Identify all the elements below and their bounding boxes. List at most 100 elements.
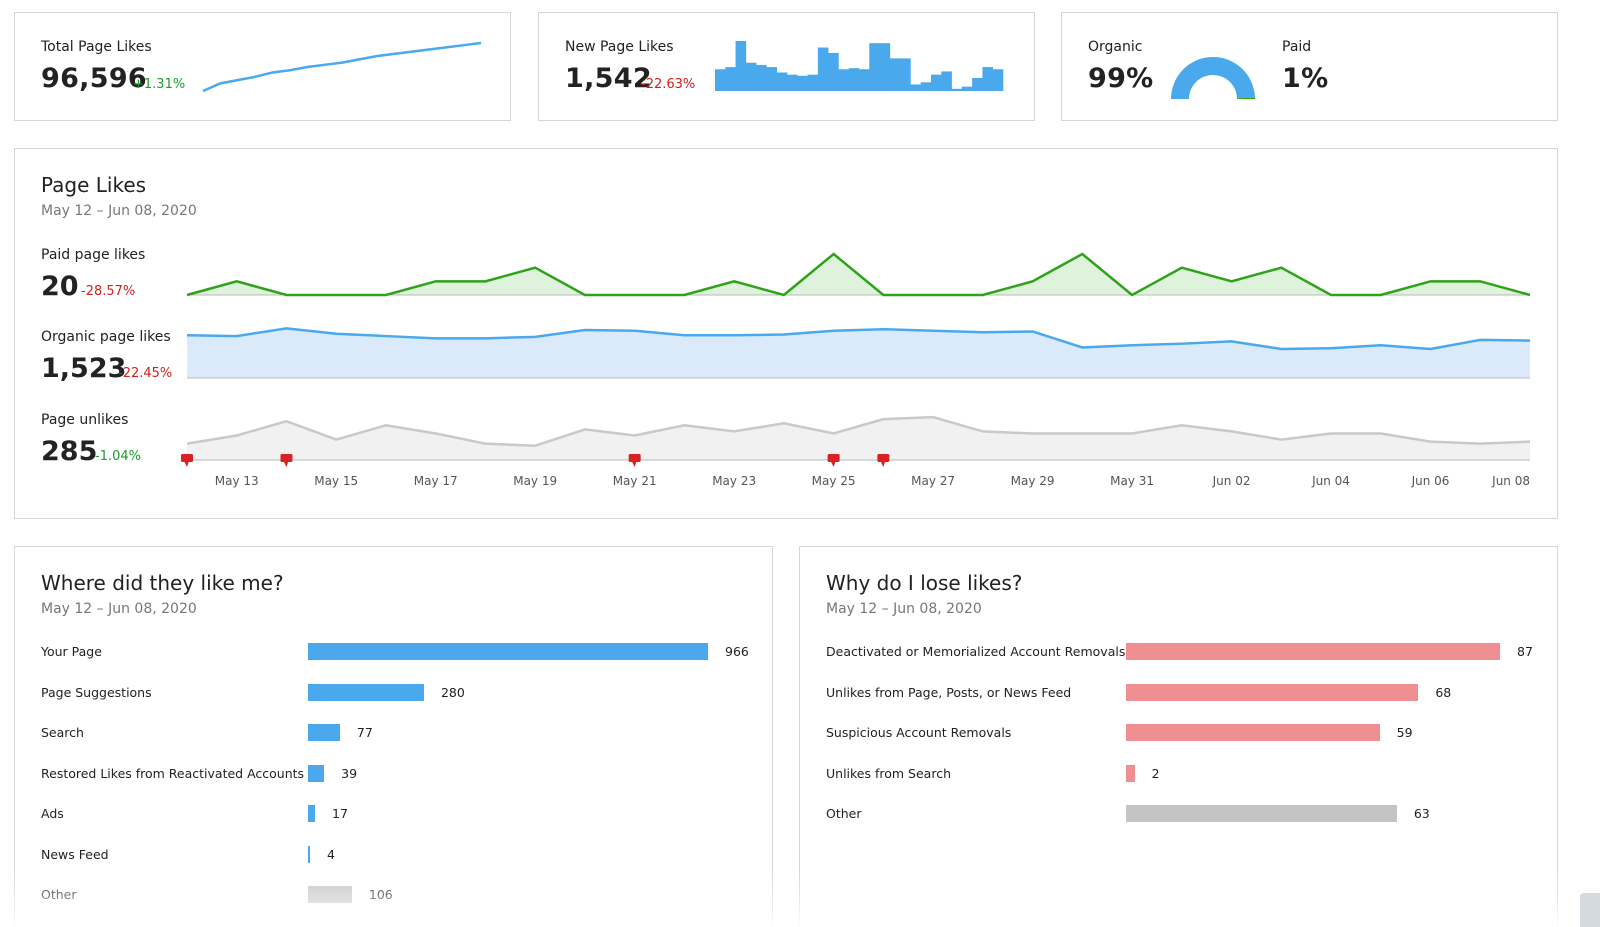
new-likes-bar	[900, 58, 911, 91]
new-likes-bar	[992, 69, 1004, 91]
new-page-likes-value: 1,542	[565, 63, 652, 94]
organic-paid-card: Organic 99% Paid 1%	[1061, 12, 1558, 121]
total-page-likes-value: 96,596	[41, 63, 147, 94]
event-flag-icon	[628, 454, 641, 467]
new-likes-bar	[725, 67, 736, 91]
why-lose-card: Why do I lose likes? May 12 – Jun 08, 20…	[799, 546, 1558, 926]
x-axis-tick-label: May 27	[911, 474, 955, 488]
bar-row-bar[interactable]	[308, 683, 424, 701]
page-unlikes-line	[186, 415, 1531, 447]
bar-row-label: Your Page	[41, 644, 102, 659]
bar-row-label: Page Suggestions	[41, 684, 152, 700]
new-likes-bar	[889, 58, 901, 91]
new-likes-bar	[817, 47, 829, 91]
bar-row-value: 59	[1396, 725, 1413, 740]
bar-row-bar[interactable]	[308, 845, 310, 863]
bar-row-label: Restored Likes from Reactivated Accounts	[41, 765, 305, 781]
new-likes-bar	[910, 84, 922, 91]
x-axis-tick-label: Jun 08	[1491, 474, 1530, 488]
organic-page-likes-value: 1,523	[41, 353, 127, 384]
new-likes-bar	[797, 75, 808, 91]
bar-row-bar[interactable]	[308, 764, 325, 782]
x-axis-tick-label: May 25	[812, 474, 856, 488]
new-page-likes-card: New Page Likes 1,542 -22.63%	[538, 12, 1035, 121]
bar-row-value: 106	[368, 887, 393, 902]
new-likes-bar	[859, 69, 870, 91]
bar-row-value: 17	[332, 806, 348, 821]
total-likes-trend-line	[202, 41, 482, 93]
new-likes-bar	[879, 43, 891, 91]
bar-row-value: 63	[1413, 806, 1430, 821]
bar-row-label: Search	[41, 725, 84, 740]
new-likes-bar	[951, 88, 963, 91]
x-axis-tick-label: May 29	[1011, 474, 1055, 488]
paid-value: 1%	[1282, 63, 1329, 94]
new-likes-bar	[838, 69, 850, 91]
event-flag-icon	[280, 454, 293, 467]
bar-row-value: 77	[356, 725, 373, 740]
bar-row-label: Suspicious Account Removals	[826, 725, 1012, 740]
bar-row-bar[interactable]	[1126, 683, 1419, 701]
organic-value: 99%	[1088, 63, 1154, 94]
bar-row-value: 68	[1435, 684, 1452, 700]
organic-page-likes-label: Organic page likes	[41, 329, 171, 345]
bar-row-label: Other	[826, 806, 862, 821]
page-unlikes-area	[187, 417, 1530, 460]
page-likes-date-range: May 12 – Jun 08, 2020	[41, 203, 197, 219]
x-axis-tick-label: Jun 02	[1212, 474, 1251, 488]
where-like-date-range: May 12 – Jun 08, 2020	[41, 601, 197, 617]
new-likes-bar	[961, 86, 973, 91]
donut-paid-slice	[1236, 97, 1255, 99]
bar-row-bar[interactable]	[1126, 764, 1135, 782]
bar-row-bar[interactable]	[308, 643, 708, 660]
new-likes-bar	[776, 72, 788, 91]
organic-likes-area	[187, 328, 1530, 378]
new-likes-bar	[787, 74, 798, 91]
paid-page-likes-value: 20	[41, 271, 79, 302]
bar-row-bar[interactable]	[308, 805, 316, 822]
page-unlikes-value: 285	[41, 436, 98, 467]
bar-row-bar[interactable]	[1126, 805, 1397, 822]
new-likes-bar	[869, 43, 880, 91]
x-axis-tick-label: May 13	[215, 474, 259, 488]
paid-page-likes-change: -28.57%	[81, 284, 136, 299]
x-axis-tick-label: May 19	[513, 474, 557, 488]
x-axis-tick-label: May 21	[613, 474, 657, 488]
total-page-likes-label: Total Page Likes	[41, 39, 152, 55]
bar-row-bar[interactable]	[1126, 724, 1380, 741]
event-flag-icon	[181, 454, 193, 467]
corner-widget-button[interactable]	[1580, 893, 1600, 927]
new-likes-bar	[766, 67, 778, 91]
event-flag-icon	[877, 454, 890, 467]
bar-row-bar[interactable]	[1126, 643, 1500, 660]
organic-likes-line	[186, 327, 1531, 351]
new-likes-bar	[972, 77, 983, 91]
bar-row-bar[interactable]	[308, 724, 340, 741]
x-axis-tick-label: Jun 04	[1311, 474, 1350, 488]
bar-row-label: News Feed	[41, 846, 109, 862]
x-axis-tick-label: May 31	[1110, 474, 1154, 488]
new-likes-histogram	[715, 41, 1004, 91]
total-likes-sparkline	[202, 41, 482, 93]
bar-row-value: 39	[341, 765, 358, 781]
x-axis-tick-label: May 17	[414, 474, 458, 488]
page-unlikes-change: -1.04%	[95, 449, 141, 464]
new-likes-bar	[807, 74, 819, 91]
new-likes-bar	[931, 74, 942, 91]
event-flag-icon	[827, 454, 840, 467]
new-likes-bar	[745, 62, 757, 91]
total-page-likes-card: Total Page Likes 96,596 +1.31%	[14, 12, 511, 121]
new-likes-bar	[735, 41, 747, 91]
total-page-likes-change: +1.31%	[133, 77, 186, 92]
bar-row-bar[interactable]	[308, 886, 352, 903]
x-axis-tick-label: May 23	[712, 474, 756, 488]
where-like-title: Where did they like me?	[41, 571, 284, 595]
organic-paid-donut	[1171, 56, 1255, 99]
x-axis-tick-label: May 15	[314, 474, 358, 488]
paid-label: Paid	[1282, 39, 1312, 55]
where-like-card: Where did they like me? May 12 – Jun 08,…	[14, 546, 773, 926]
new-likes-bar	[920, 82, 932, 91]
bar-row-value: 280	[440, 684, 465, 700]
new-likes-bar	[715, 69, 726, 91]
new-page-likes-label: New Page Likes	[565, 39, 674, 55]
